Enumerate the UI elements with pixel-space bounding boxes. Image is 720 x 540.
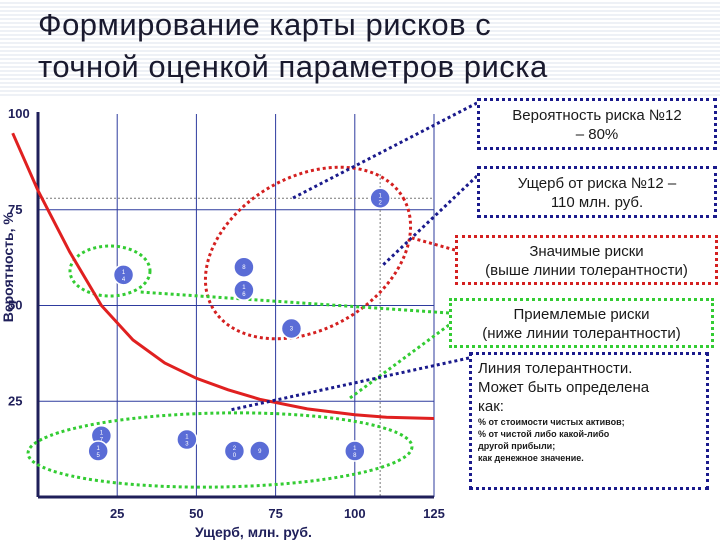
risk-point-label-9-0: 9 (258, 449, 262, 455)
tolerance-note-1: % от стоимости чистых активов; (478, 417, 625, 427)
connector-significant (411, 236, 456, 252)
damage-callout-box: Ущерб от риска №12 – 110 млн. руб. (477, 166, 717, 218)
connector-acceptable-main (349, 323, 450, 400)
tolerance-curve-line (11, 132, 435, 420)
risk-point-label-6-0: 1 (97, 446, 101, 452)
risk-point-6 (87, 440, 109, 462)
risk-point-label-7-0: 1 (185, 435, 189, 441)
risk-point-0 (369, 187, 391, 210)
connector-acceptable-14 (139, 290, 450, 315)
x-tick-label-50: 50 (189, 506, 203, 521)
significant-risks-line-1: Значимые риски (529, 243, 644, 260)
risk-point-label-5-0: 1 (100, 431, 104, 437)
risk-point-label-3-1: 6 (242, 292, 246, 298)
title-background (0, 0, 720, 96)
connector-tolerance (229, 356, 470, 412)
risk-point-label-2-0: 8 (242, 265, 246, 271)
prob-callout-line-1: Вероятность риска №12 (512, 107, 682, 124)
risk-point-label-5-1: 7 (100, 438, 104, 444)
x-tick-label-100: 100 (344, 506, 366, 521)
x-axis-title: Ущерб, млн. руб. (195, 524, 312, 540)
risk-point-2 (233, 256, 255, 278)
significant-risks-line-2: (выше линии толерантности) (485, 262, 688, 279)
title-line-1: Формирование карты рисков с (38, 7, 492, 42)
tolerance-note-3: другой прибыли; (478, 441, 556, 451)
risk-point-1 (112, 264, 135, 286)
connector-probability (292, 101, 478, 200)
acceptable-risks-ellipse (26, 411, 414, 489)
risk-point-label-0-0: 1 (378, 193, 382, 199)
risk-point-label-8-0: 2 (233, 446, 237, 452)
slide-title: Формирование карты рисков с точной оценк… (38, 4, 718, 88)
risk-point-9 (249, 440, 271, 462)
risk-point-label-1-0: 1 (122, 270, 126, 276)
risk-point-label-7-1: 3 (185, 442, 189, 448)
x-tick-label-25: 25 (110, 506, 124, 521)
significant-risks-box: Значимые риски (выше линии толерантности… (455, 235, 718, 285)
tolerance-note-2: % от чистой либо какой-либо (478, 429, 610, 439)
risk-point-label-8-1: 0 (233, 453, 237, 459)
y-axis-title: Вероятность, % (0, 212, 16, 323)
risk-point-label-10-1: 8 (353, 453, 357, 459)
risk-point-3 (233, 279, 255, 301)
risk-point-8 (223, 440, 246, 462)
tolerance-line-1: Линия толерантности. (478, 360, 633, 377)
tolerance-line-2: Может быть определена (478, 379, 650, 396)
x-tick-label-125: 125 (423, 506, 445, 521)
risk-point-label-1-1: 4 (122, 277, 126, 283)
damage-callout-line-2: 110 млн. руб. (550, 194, 644, 211)
acceptable-risk-14-ellipse (68, 244, 152, 298)
risk-point-label-4-0: 3 (290, 326, 294, 332)
risk-point-label-10-0: 1 (353, 446, 357, 452)
y-tick-label-50: 50 (8, 298, 22, 313)
prob-callout-line-2: – 80% (575, 126, 619, 143)
risk-point-label-3-0: 1 (242, 285, 246, 291)
risk-point-label-0-1: 2 (378, 200, 382, 206)
prob-callout-box: Вероятность риска №12 – 80% (477, 98, 717, 150)
x-tick-label-75: 75 (268, 506, 282, 521)
tolerance-line-box: Линия толерантности. Может быть определе… (469, 352, 709, 490)
risk-point-7 (176, 428, 198, 451)
acceptable-risks-line-1: Приемлемые риски (513, 306, 650, 323)
risk-point-10 (344, 440, 366, 462)
acceptable-risks-box: Приемлемые риски (ниже линии толерантнос… (449, 298, 714, 348)
title-line-2: точной оценкой параметров риска (38, 49, 548, 84)
y-tick-label-100: 100 (8, 106, 30, 121)
risk-point-label-6-1: 5 (97, 453, 101, 459)
y-tick-label-25: 25 (8, 393, 22, 408)
significant-risks-ellipse (203, 165, 413, 341)
tolerance-line-3: как: (478, 398, 504, 415)
tolerance-note-4: как денежное значение. (478, 453, 584, 463)
damage-callout-line-1: Ущерб от риска №12 – (517, 175, 677, 192)
y-tick-label-75: 75 (8, 202, 22, 217)
risk-point-4 (280, 317, 303, 340)
acceptable-risks-line-2: (ниже линии толерантности) (482, 325, 681, 342)
